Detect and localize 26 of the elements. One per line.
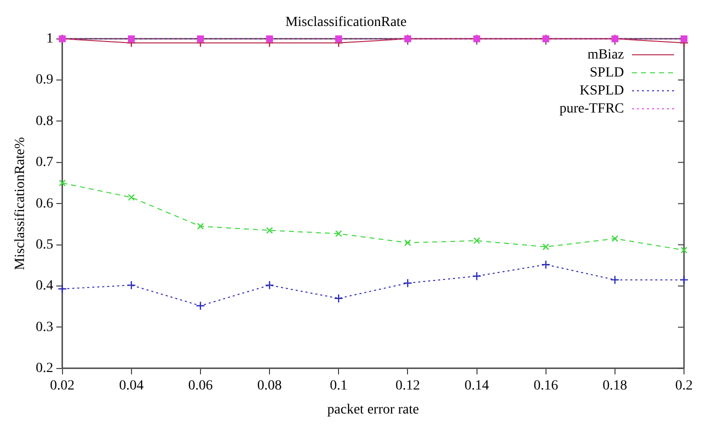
x-tick-label: 0.08: [257, 378, 282, 394]
x-tick-label: 0.18: [602, 378, 628, 394]
y-tick-label: 0.6: [36, 196, 54, 212]
x-tick-label: 0.16: [534, 378, 558, 394]
chart-title: MisclassificationRate: [285, 15, 407, 30]
legend-label: pure-TFRC: [559, 101, 624, 116]
x-tick-label: 0.2: [675, 378, 693, 394]
y-tick-label: 0.7: [36, 155, 54, 170]
legend-label: mBiaz: [587, 47, 624, 62]
x-tick-label: 0.14: [464, 378, 490, 394]
legend-label: KSPLD: [580, 83, 624, 98]
x-tick-label: 0.12: [395, 378, 420, 394]
y-axis-title: MisclassificationRate%: [13, 136, 28, 270]
y-tick-label: 0.8: [36, 114, 54, 129]
y-tick-label: 0.5: [36, 237, 54, 252]
y-tick-label: 0.4: [36, 278, 54, 294]
x-tick-label: 0.02: [50, 378, 75, 394]
x-tick-label: 0.04: [119, 378, 144, 394]
x-tick-label: 0.1: [330, 378, 348, 394]
y-tick-label: 0.9: [36, 72, 54, 88]
x-axis-title: packet error rate: [327, 402, 420, 418]
legend-label: SPLD: [590, 65, 624, 80]
y-tick-label: 0.2: [36, 361, 54, 376]
y-tick-label: 1: [46, 31, 54, 46]
x-tick-label: 0.06: [188, 378, 213, 394]
y-tick-label: 0.3: [36, 320, 54, 335]
